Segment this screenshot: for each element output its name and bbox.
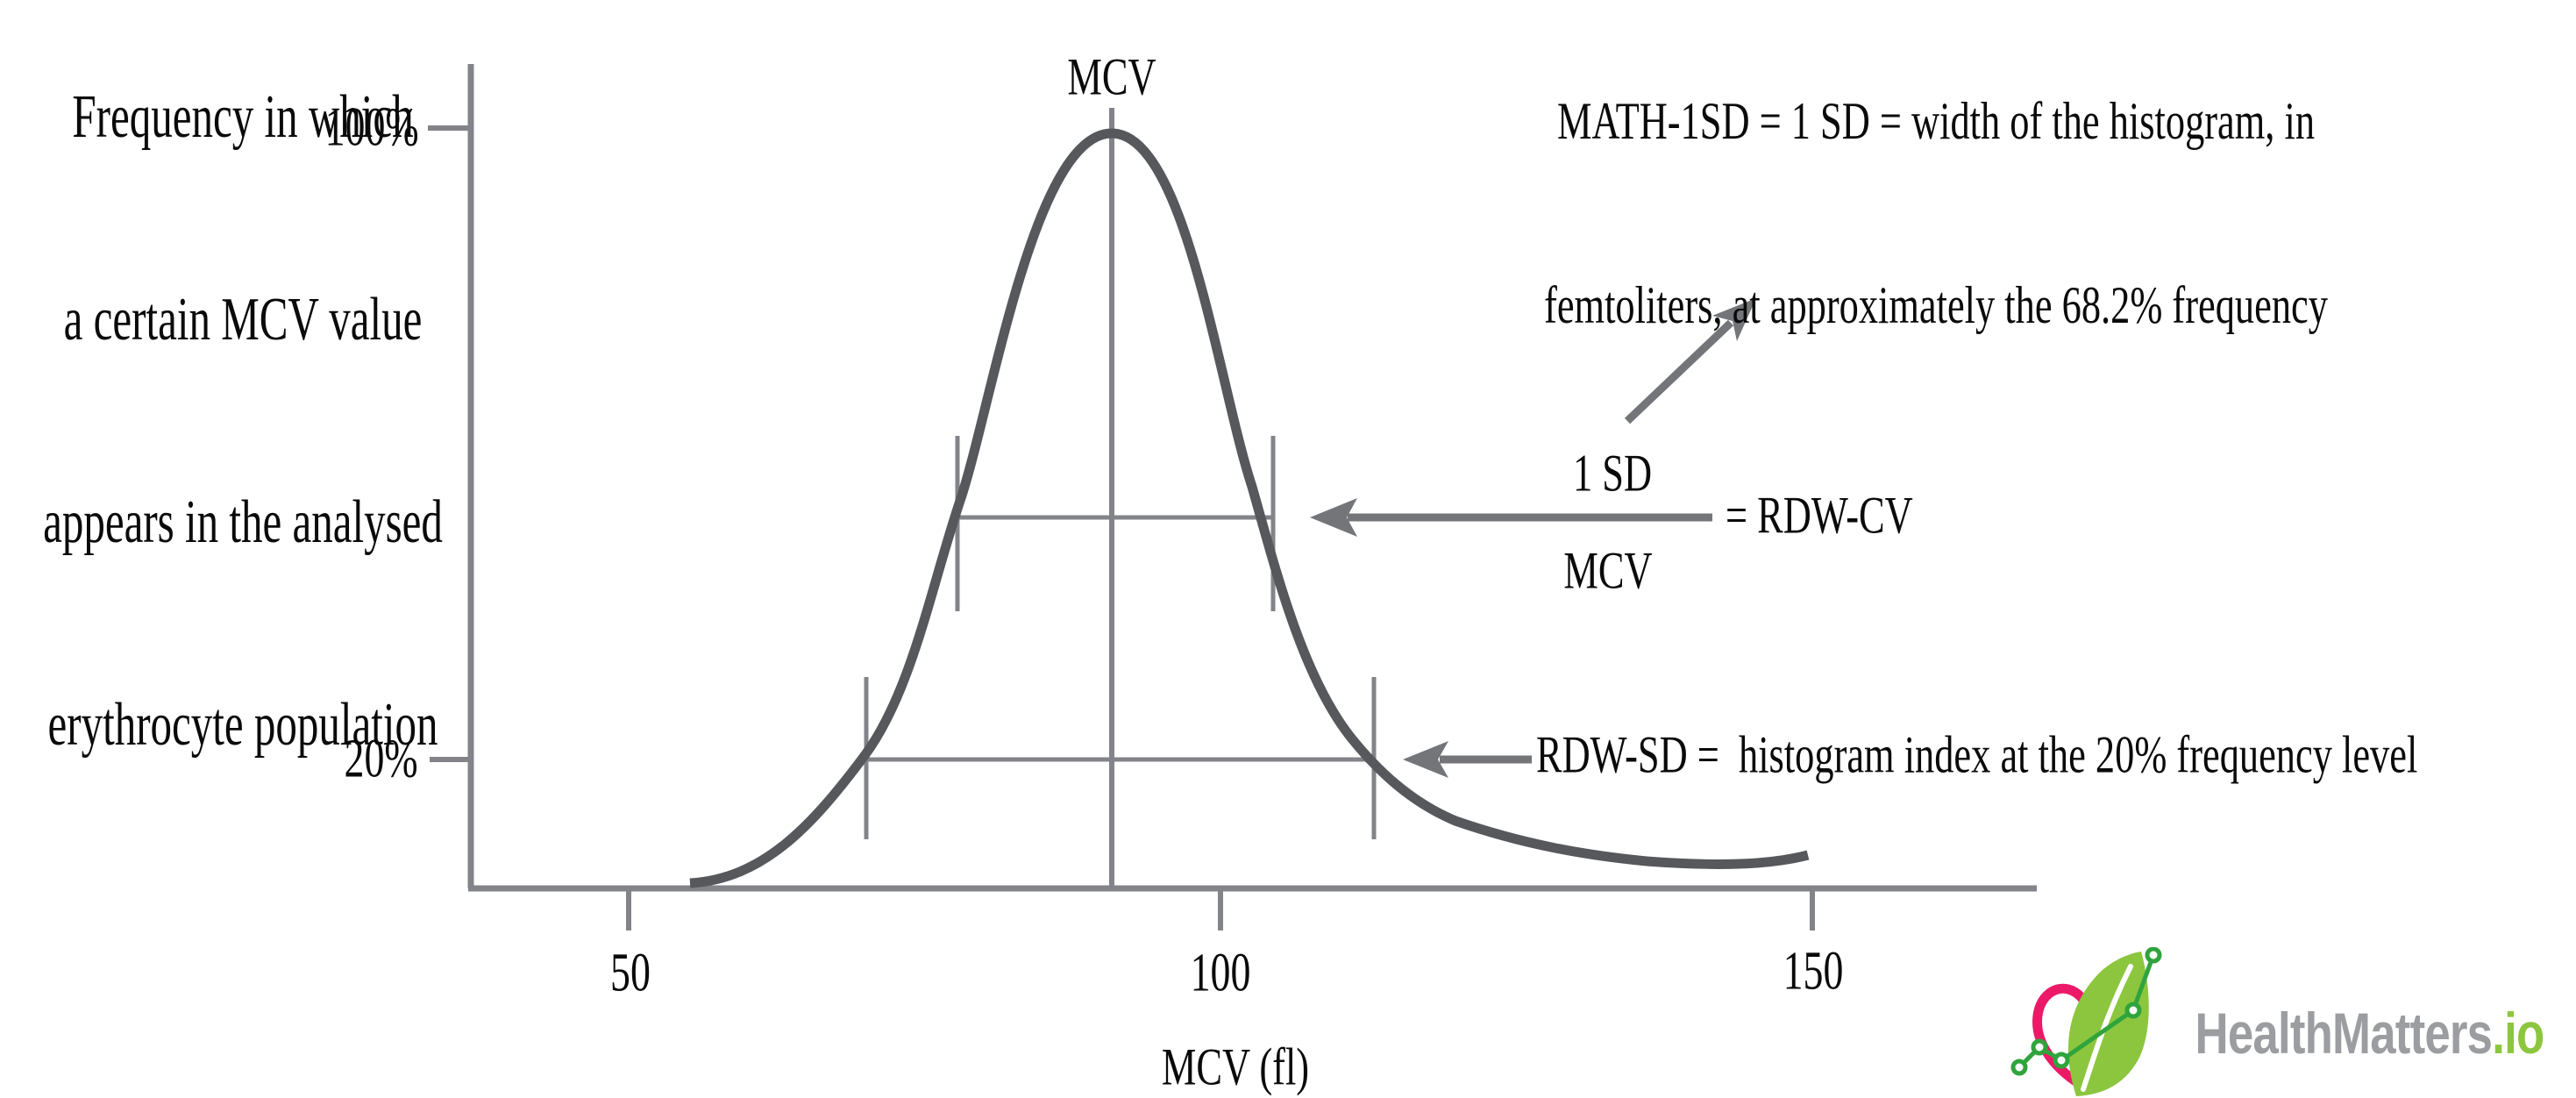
rdw-cv-arrow-icon — [1310, 498, 1712, 537]
x-tick-label-150: 150 — [1783, 941, 1844, 1002]
fraction-numerator-1sd: 1 SD — [1572, 444, 1653, 503]
x-tick-label-100: 100 — [1190, 943, 1251, 1003]
y-axis-title: Frequency in which a certain MCV value a… — [43, 0, 443, 894]
peak-mcv-label: MCV — [1067, 47, 1156, 106]
rdw-sd-annotation: RDW-SD = histogram index at the 20% freq… — [1536, 725, 2418, 784]
math-1sd-annotation: MATH-1SD = 1 SD = width of the histogram… — [1544, 0, 2328, 459]
wordmark-healthmatters: HealthMatters — [2195, 1001, 2493, 1066]
leaf-icon — [2067, 952, 2149, 1096]
math-1sd-annotation-line2: femtoliters, at approximately the 68.2% … — [1544, 276, 2328, 334]
math-1sd-arrow-icon — [1624, 298, 1756, 424]
y-tick-label-100: 100% — [324, 97, 419, 158]
rdw-sd-arrow-icon — [1403, 741, 1532, 778]
fraction-denominator-mcv: MCV — [1563, 541, 1653, 600]
wordmark-io: .io — [2492, 1001, 2544, 1066]
x-axis-title: MCV (fl) — [1161, 1037, 1310, 1096]
healthmatters-logo-icon — [2010, 947, 2162, 1096]
y-axis-title-line2: a certain MCV value — [63, 286, 423, 353]
x-tick-label-50: 50 — [610, 943, 651, 1003]
y-tick-label-20: 20% — [344, 729, 418, 789]
y-axis-title-line3: appears in the analysed — [43, 488, 443, 556]
y-axis-title-line1: Frequency in which — [72, 83, 414, 151]
y-axis-title-line4: erythrocyte population — [47, 691, 438, 759]
healthmatters-wordmark: HealthMatters.io — [2146, 933, 2544, 1098]
trend-line-icon — [2010, 947, 2162, 1076]
rdw-cv-equals-label: = RDW-CV — [1726, 486, 1913, 545]
mcv-distribution-curve — [689, 128, 1810, 888]
math-1sd-annotation-line1: MATH-1SD = 1 SD = width of the histogram… — [1556, 92, 2316, 150]
